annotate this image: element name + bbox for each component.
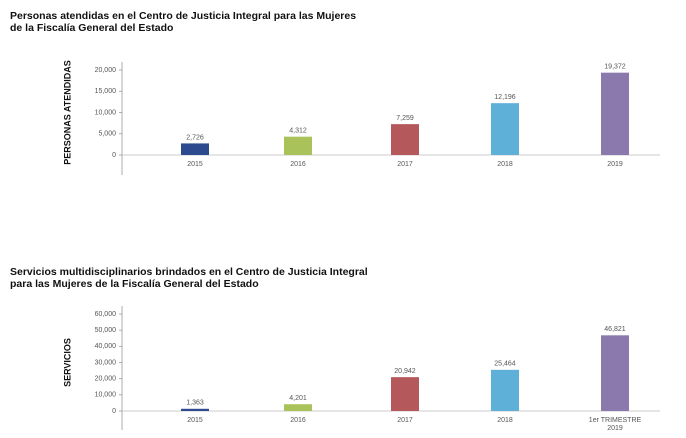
x-tick-label: 2019 — [607, 161, 623, 168]
chart-title: Personas atendidas en el Centro de Justi… — [10, 10, 357, 34]
value-label: 4,312 — [289, 128, 307, 135]
bar — [181, 408, 209, 411]
y-tick-label: 10,000 — [95, 392, 117, 399]
bar — [601, 335, 629, 411]
y-tick-label: 5,000 — [98, 131, 116, 138]
bar — [601, 72, 629, 155]
y-tick-label: 50,000 — [95, 327, 117, 334]
y-tick-label: 60,000 — [95, 311, 117, 318]
value-label: 12,196 — [494, 94, 516, 101]
value-label: 19,372 — [604, 64, 626, 71]
y-tick-label: 0 — [112, 408, 116, 415]
x-tick-label: 2018 — [497, 161, 513, 168]
y-tick-label: 30,000 — [95, 359, 117, 366]
x-tick-label: 1er TRIMESTRE 2019 — [588, 417, 642, 432]
y-tick-label: 40,000 — [95, 343, 117, 350]
bar — [391, 124, 419, 155]
bar — [391, 377, 419, 411]
value-label: 2,726 — [186, 134, 204, 141]
bar — [491, 369, 519, 411]
x-tick-label: 2016 — [290, 161, 306, 168]
bar — [491, 103, 519, 155]
chart-title: Servicios multidisciplinarios brindados … — [10, 266, 368, 290]
bar — [284, 404, 312, 411]
x-tick-label: 2015 — [187, 161, 203, 168]
y-tick-label: 20,000 — [95, 67, 117, 74]
x-tick-label: 2015 — [187, 417, 203, 424]
y-axis-label: SERVICIOS — [62, 338, 72, 387]
value-label: 46,821 — [604, 326, 626, 333]
y-tick-label: 10,000 — [95, 109, 117, 116]
bar — [181, 143, 209, 155]
value-label: 7,259 — [396, 115, 414, 122]
value-label: 20,942 — [394, 368, 416, 375]
x-tick-label: 2018 — [497, 417, 513, 424]
bar — [284, 136, 312, 155]
value-label: 25,464 — [494, 361, 516, 368]
y-tick-label: 15,000 — [95, 88, 117, 95]
value-label: 4,201 — [289, 395, 307, 402]
y-axis-label: PERSONAS ATENDIDAS — [62, 60, 72, 165]
x-tick-label: 2017 — [397, 417, 413, 424]
y-tick-label: 0 — [112, 152, 116, 159]
y-tick-label: 20,000 — [95, 376, 117, 383]
x-tick-label: 2016 — [290, 417, 306, 424]
x-tick-label: 2017 — [397, 161, 413, 168]
value-label: 1,363 — [186, 400, 204, 407]
